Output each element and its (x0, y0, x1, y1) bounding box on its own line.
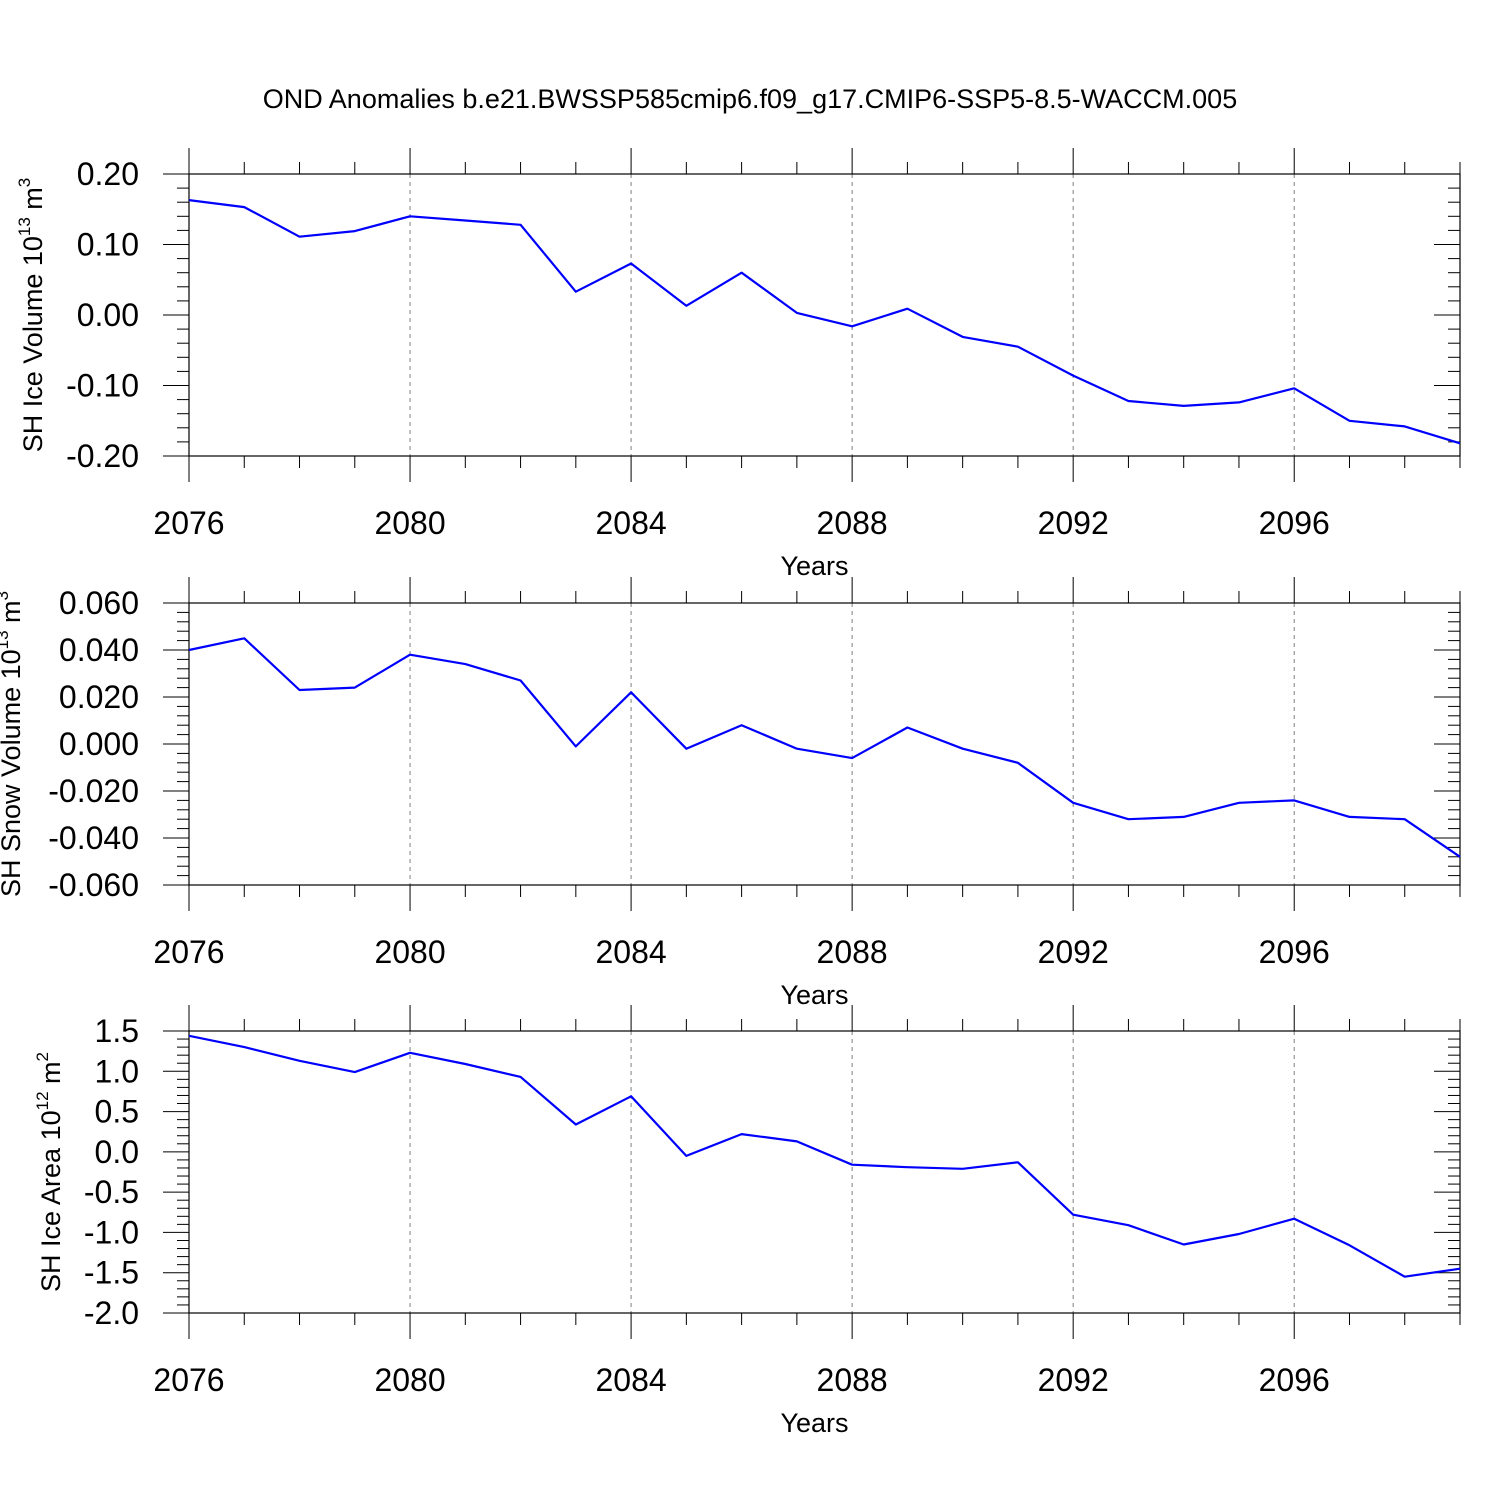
y-tick-label: 1.0 (95, 1053, 139, 1089)
x-tick-label: 2084 (595, 1362, 666, 1398)
series-line (188, 1034, 1461, 1278)
y-axis-label-name: SH Snow Volume 10 (0, 649, 26, 897)
x-axis-label: Years (780, 1408, 848, 1438)
y-tick-label: -0.060 (48, 867, 139, 903)
y-axis-label-unit: m (0, 600, 26, 630)
y-tick-label: 0.20 (77, 156, 139, 192)
y-tick-label: -0.20 (66, 438, 139, 474)
y-axis-label-name: SH Ice Volume 10 (18, 236, 48, 452)
ice-volume-panel: 2076 2080 2084 2088 2092 2096 Years 0.20 0.10 0.0… (15, 148, 1461, 581)
x-tick-label: 2084 (595, 934, 666, 970)
series-line (188, 199, 1461, 445)
x-axis-label: Years (780, 980, 848, 1010)
x-tick-label: 2076 (153, 1362, 224, 1398)
y-tick-label: 0.040 (59, 632, 139, 668)
y-tick-label: 0.020 (59, 679, 139, 715)
plot-frame (188, 173, 1461, 457)
y-tick-label: -0.040 (48, 820, 139, 856)
x-tick-label: 2080 (374, 505, 445, 541)
x-tick-label: 2092 (1038, 505, 1109, 541)
snow-volume-panel: 2076 2080 2084 2088 2092 2096 Years 0.060 0.040 0… (0, 577, 1461, 1010)
y-tick-label: 0.00 (77, 297, 139, 333)
x-axis-label: Years (780, 551, 848, 581)
y-tick-label: -0.020 (48, 773, 139, 809)
y-axis-label: SH Ice Volume 1013 m3 (15, 178, 48, 453)
x-tick-label: 2080 (374, 1362, 445, 1398)
y-axis-label-name: SH Ice Area 10 (36, 1110, 66, 1292)
y-tick-label: 0.000 (59, 726, 139, 762)
y-axis-label-unit-exponent: 3 (0, 591, 12, 600)
y-axis-label-exponent: 13 (15, 217, 34, 236)
y-tick-label: 0.060 (59, 585, 139, 621)
y-tick-label: 0.10 (77, 227, 139, 263)
x-tick-label: 2092 (1038, 1362, 1109, 1398)
y-axis-label-unit-exponent: 3 (15, 178, 34, 187)
page-title: OND Anomalies b.e21.BWSSP585cmip6.f09_g1… (262, 84, 1238, 114)
y-axis-label-exponent: 12 (33, 1091, 52, 1110)
y-tick-label: 0.5 (95, 1094, 139, 1130)
x-tick-label: 2088 (817, 505, 888, 541)
x-tick-label: 2076 (153, 505, 224, 541)
x-tick-label: 2080 (374, 934, 445, 970)
y-tick-label: -0.5 (84, 1174, 139, 1210)
y-axis-label-exponent: 13 (0, 630, 12, 649)
y-tick-label: -1.5 (84, 1255, 139, 1291)
x-tick-label: 2092 (1038, 934, 1109, 970)
x-tick-label: 2088 (817, 934, 888, 970)
x-tick-label: 2088 (817, 1362, 888, 1398)
x-tick-label: 2076 (153, 934, 224, 970)
y-tick-label: -2.0 (84, 1295, 139, 1331)
plot-frame (188, 1030, 1461, 1314)
y-axis-label-unit: m (18, 187, 48, 217)
x-tick-label: 2084 (595, 505, 666, 541)
x-tick-label: 2096 (1259, 934, 1330, 970)
y-axis-label-unit-exponent: 2 (33, 1052, 52, 1061)
y-tick-label: 1.5 (95, 1013, 139, 1049)
y-axis-label-unit: m (36, 1061, 66, 1091)
series-line (188, 637, 1461, 858)
x-tick-label: 2096 (1259, 1362, 1330, 1398)
plot-frame (188, 602, 1461, 886)
x-tick-label: 2096 (1259, 505, 1330, 541)
y-tick-label: -0.10 (66, 368, 139, 404)
ice-area-panel: 2076 2080 2084 2088 2092 2096 Years 1.5 1.0 0.5 0.… (33, 1005, 1461, 1438)
y-tick-label: 0.0 (95, 1134, 139, 1170)
y-axis-label: SH Ice Area 1012 m2 (33, 1052, 66, 1292)
y-tick-label: -1.0 (84, 1214, 139, 1250)
y-axis-label: SH Snow Volume 1013 m3 (0, 591, 26, 897)
